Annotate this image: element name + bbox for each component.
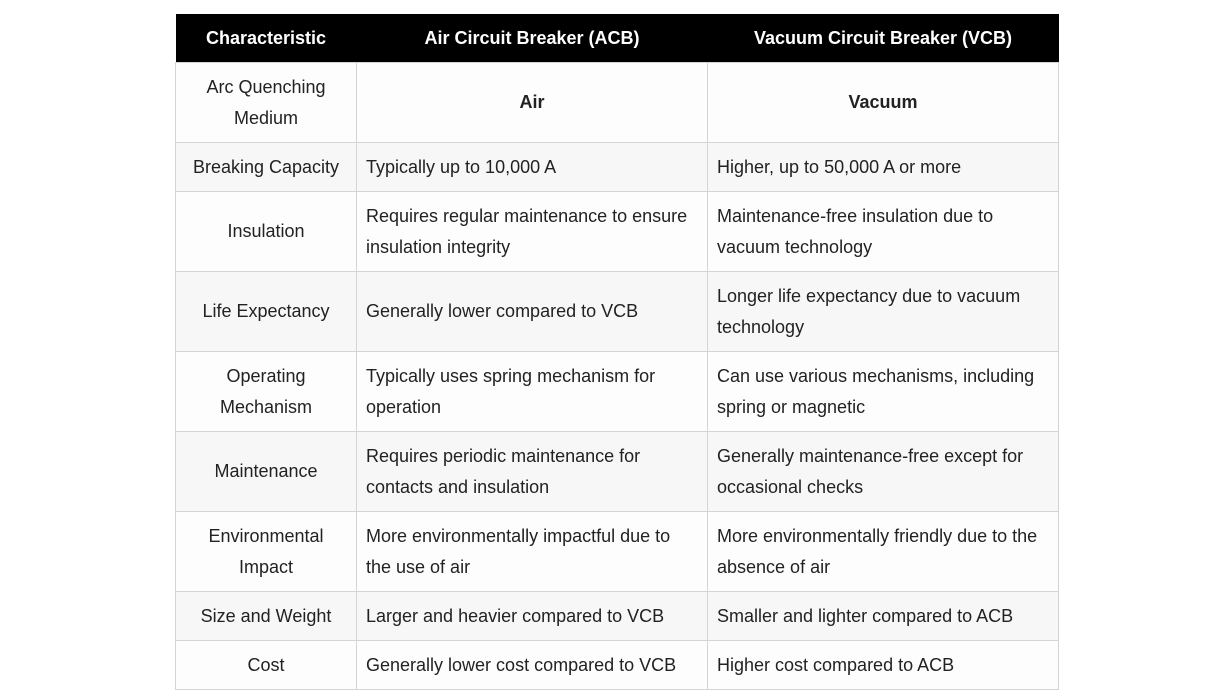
cell-characteristic: Insulation [175,191,357,272]
cell-acb: Larger and heavier compared to VCB [356,591,708,641]
header-characteristic: Characteristic [175,14,357,63]
header-vcb: Vacuum Circuit Breaker (VCB) [707,14,1059,63]
cell-acb: More environmentally impactful due to th… [356,511,708,592]
comparison-table-container: Characteristic Air Circuit Breaker (ACB)… [175,14,1059,690]
cell-vcb: Longer life expectancy due to vacuum tec… [707,271,1059,352]
cell-acb: Requires regular maintenance to ensure i… [356,191,708,272]
table-row: Size and Weight Larger and heavier compa… [175,591,1059,641]
table-row: Operating Mechanism Typically uses sprin… [175,351,1059,432]
cell-characteristic: Environmental Impact [175,511,357,592]
cell-vcb: Maintenance-free insulation due to vacuu… [707,191,1059,272]
cell-vcb: Higher, up to 50,000 A or more [707,142,1059,192]
cell-characteristic: Maintenance [175,431,357,512]
table-header: Characteristic Air Circuit Breaker (ACB)… [175,14,1059,63]
table-row: Breaking Capacity Typically up to 10,000… [175,142,1059,192]
cell-acb: Generally lower cost compared to VCB [356,640,708,690]
table-row: Environmental Impact More environmentall… [175,511,1059,592]
cell-vcb: Smaller and lighter compared to ACB [707,591,1059,641]
table-row: Cost Generally lower cost compared to VC… [175,640,1059,690]
cell-characteristic: Arc Quenching Medium [175,62,357,143]
header-acb: Air Circuit Breaker (ACB) [356,14,708,63]
cell-vcb: Vacuum [707,62,1059,143]
table-row: Arc Quenching Medium Air Vacuum [175,62,1059,143]
cell-acb: Typically uses spring mechanism for oper… [356,351,708,432]
cell-characteristic: Life Expectancy [175,271,357,352]
table-body: Arc Quenching Medium Air Vacuum Breaking… [175,62,1059,690]
cell-acb: Typically up to 10,000 A [356,142,708,192]
cell-vcb: Can use various mechanisms, including sp… [707,351,1059,432]
cell-acb: Air [356,62,708,143]
table-row: Life Expectancy Generally lower compared… [175,271,1059,352]
cell-acb: Requires periodic maintenance for contac… [356,431,708,512]
cell-vcb: Higher cost compared to ACB [707,640,1059,690]
cell-characteristic: Size and Weight [175,591,357,641]
cell-characteristic: Breaking Capacity [175,142,357,192]
header-row: Characteristic Air Circuit Breaker (ACB)… [175,14,1059,63]
cell-vcb: Generally maintenance-free except for oc… [707,431,1059,512]
cell-acb: Generally lower compared to VCB [356,271,708,352]
cell-characteristic: Operating Mechanism [175,351,357,432]
table-row: Insulation Requires regular maintenance … [175,191,1059,272]
cell-characteristic: Cost [175,640,357,690]
cell-vcb: More environmentally friendly due to the… [707,511,1059,592]
comparison-table: Characteristic Air Circuit Breaker (ACB)… [175,14,1059,690]
table-row: Maintenance Requires periodic maintenanc… [175,431,1059,512]
